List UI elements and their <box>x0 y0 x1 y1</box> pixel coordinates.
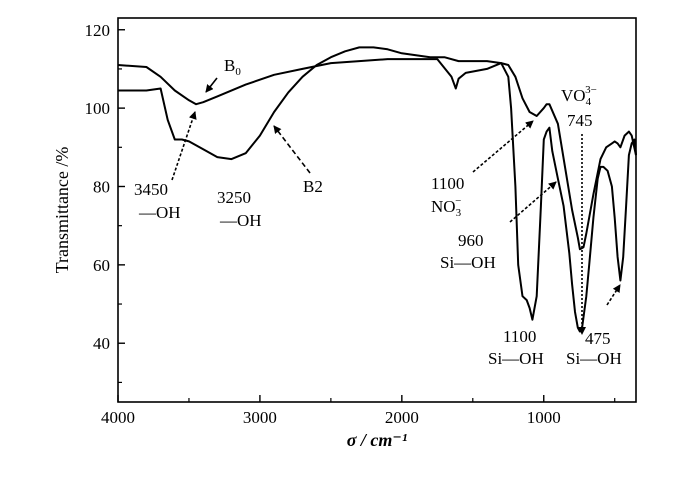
annot-vo4: VO43− <box>561 84 597 108</box>
y-tick-label: 120 <box>85 21 111 40</box>
arrow-b0 <box>205 77 218 93</box>
y-tick-label: 40 <box>93 334 110 353</box>
y-tick-label: 100 <box>85 99 111 118</box>
annot-745: 745 <box>567 111 593 130</box>
annot-1100-no3: 1100 <box>431 174 464 193</box>
annotation-arrows <box>171 77 621 335</box>
x-tick-label: 4000 <box>101 408 135 427</box>
y-axis-ticks: 40 60 80 100 120 <box>85 21 125 384</box>
annot-1100-si: 1100 <box>503 327 536 346</box>
annot-3250: 3250 <box>217 188 251 207</box>
annot-475-sioh: Si—OH <box>566 349 622 368</box>
y-axis-title: Transmittance /% <box>52 147 72 274</box>
x-axis-title: σ / cm⁻¹ <box>347 430 408 450</box>
annot-no3: NO3− <box>431 195 462 219</box>
annot-3450-oh: —OH <box>138 203 181 222</box>
annot-960-sioh: Si—OH <box>440 253 496 272</box>
arrow-b2 <box>273 125 311 174</box>
series-group <box>117 46 637 333</box>
annot-b0: B0 <box>224 56 241 78</box>
x-tick-label: 3000 <box>243 408 277 427</box>
annot-1100-sioh: Si—OH <box>488 349 544 368</box>
arrow-1100-no3 <box>472 120 534 173</box>
series-line-b0 <box>117 58 637 251</box>
y-tick-label: 80 <box>93 177 110 196</box>
x-tick-label: 1000 <box>527 408 561 427</box>
annot-475: 475 <box>585 329 611 348</box>
plot-area-frame <box>117 17 637 403</box>
annot-960: 960 <box>458 231 484 250</box>
arrow-3450 <box>171 111 197 181</box>
arrow-475 <box>606 284 621 306</box>
x-tick-label: 2000 <box>385 408 419 427</box>
annotations: B0 B2 3450 —OH 3250 —OH 1100 NO3− 960 Si… <box>134 56 622 368</box>
series-line-b2 <box>118 46 637 333</box>
x-axis-ticks: 4000 3000 2000 1000 <box>101 395 616 427</box>
annot-b2: B2 <box>303 177 323 196</box>
annot-3450: 3450 <box>134 180 168 199</box>
y-tick-label: 60 <box>93 256 110 275</box>
annot-3250-oh: —OH <box>219 211 262 230</box>
arrow-960 <box>509 181 557 223</box>
